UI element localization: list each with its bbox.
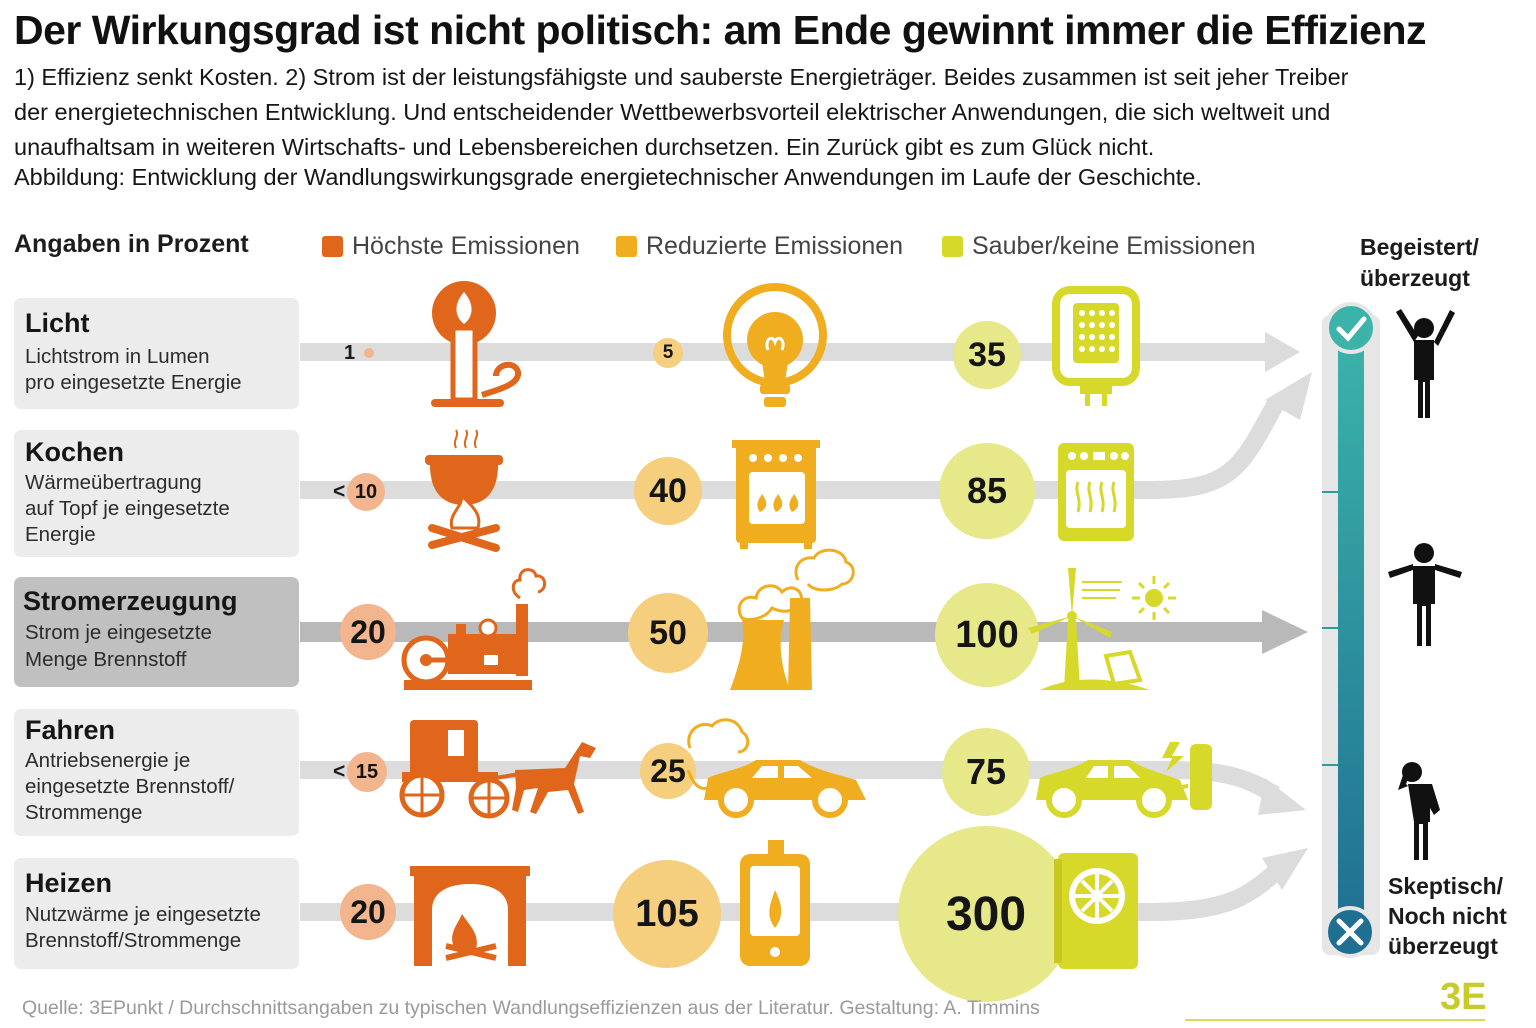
value-bubble-kochen-highest: 10 — [347, 473, 385, 511]
figure-caption: Abbildung: Entwicklung der Wandlungswirk… — [14, 164, 1202, 190]
value-bubble-licht-reduced: 5 — [653, 338, 683, 368]
row-card-fahren: Fahren Antriebsenergie je eingesetzte Br… — [14, 709, 299, 836]
intro-line: 1) Effizienz senkt Kosten. 2) Strom ist … — [14, 64, 1349, 90]
horse-carriage-icon — [399, 720, 596, 819]
value-prefix-fahren: < — [333, 760, 346, 783]
scale-bottom-line: überzeugt — [1388, 933, 1498, 959]
arrow-heads — [1258, 332, 1312, 890]
electric-oven-icon — [1058, 443, 1134, 541]
row-title: Heizen — [25, 868, 113, 898]
units-label: Angaben in Prozent — [14, 230, 249, 258]
intro-line: unaufhaltsam in weiteren Wirtschafts- un… — [14, 134, 1155, 160]
source-footer: Quelle: 3EPunkt / Durchschnittsangaben z… — [22, 997, 1040, 1019]
value-bubble-fahren-clean: 75 — [942, 728, 1030, 816]
scale-top-line: überzeugt — [1360, 265, 1470, 291]
power-plant-icon — [730, 548, 855, 690]
row-title: Stromerzeugung — [23, 586, 238, 616]
scale-top-line: Begeistert/ — [1360, 234, 1479, 260]
row-card-kochen: Kochen Wärmeübertragung auf Topf je eing… — [14, 430, 299, 557]
brand-logo: 3E — [1440, 976, 1487, 1018]
cross-icon — [1324, 906, 1376, 958]
campfire-pot-icon — [425, 429, 503, 552]
value-bubble-licht-clean: 35 — [953, 321, 1021, 389]
opinion-scale — [1322, 302, 1380, 958]
electric-car-icon — [1036, 742, 1212, 818]
legend-item-clean: Sauber/keine Emissionen — [942, 230, 1256, 262]
row-subtitle: auf Topf je eingesetzte — [25, 497, 230, 520]
light-bulb-icon — [723, 283, 827, 407]
steam-engine-icon — [401, 568, 546, 690]
scale-bottom-line: Noch nicht — [1388, 903, 1507, 929]
brand-divider — [1185, 1019, 1485, 1021]
row-card-stromerzeugung: Stromerzeugung Strom je eingesetzte Meng… — [14, 577, 299, 687]
row-title: Kochen — [25, 437, 125, 467]
person-skeptical-icon — [1398, 762, 1440, 860]
legend-label: Sauber/keine Emissionen — [972, 231, 1256, 260]
scale-bottom-line: Skeptisch/ — [1388, 873, 1504, 899]
fireplace-icon — [410, 866, 530, 966]
value-bubble-kochen-clean: 85 — [939, 443, 1035, 539]
value-prefix-kochen: < — [333, 480, 346, 503]
heat-pump-icon — [1054, 853, 1138, 969]
value-bubble-strom-clean: 100 — [935, 583, 1039, 687]
legend-label: Reduzierte Emissionen — [646, 231, 904, 260]
page-title: Der Wirkungsgrad ist nicht politisch: am… — [14, 7, 1427, 53]
value-bubble-fahren-reduced: 25 — [640, 743, 696, 799]
person-enthusiastic-icon — [1396, 309, 1455, 418]
row-subtitle: Lichtstrom in Lumen — [25, 345, 210, 368]
value-bubble-strom-reduced: 50 — [628, 593, 708, 673]
row-title: Fahren — [25, 715, 116, 745]
value-bubble-licht-highest — [364, 348, 374, 358]
value-bubble-heizen-clean: 300 — [898, 826, 1074, 1002]
intro-line: der energietechnischen Entwicklung. Und … — [14, 99, 1331, 125]
row-subtitle: Strom je eingesetzte — [25, 621, 212, 644]
arrow-heizen — [300, 861, 1287, 921]
row-subtitle: eingesetzte Brennstoff/ — [25, 775, 235, 798]
arrow-kochen — [300, 400, 1283, 499]
row-subtitle: Brennstoff/Strommenge — [25, 929, 242, 952]
value-label-licht-highest: 1 — [344, 342, 356, 364]
person-neutral-icon — [1388, 543, 1462, 646]
row-subtitle: Strommenge — [25, 801, 143, 824]
row-subtitle: Nutzwärme je eingesetzte — [25, 903, 261, 926]
row-card-heizen: Heizen Nutzwärme je eingesetzte Brennsto… — [14, 858, 299, 969]
intro-text: 1) Effizienz senkt Kosten. 2) Strom ist … — [14, 60, 1514, 165]
value-bubble-kochen-reduced: 40 — [634, 457, 702, 525]
candle-icon — [431, 281, 521, 407]
legend-item-highest: Höchste Emissionen — [322, 230, 580, 262]
combustion-car-icon — [686, 718, 866, 818]
legend-swatch — [942, 235, 963, 257]
legend-item-reduced: Reduzierte Emissionen — [616, 230, 903, 262]
wind-solar-icon — [1028, 568, 1176, 690]
legend-label: Höchste Emissionen — [352, 231, 580, 260]
gas-boiler-icon — [740, 840, 810, 966]
row-subtitle: pro eingesetzte Energie — [25, 371, 242, 394]
row-card-licht: Licht Lichtstrom in Lumen pro eingesetzt… — [14, 298, 299, 409]
row-subtitle: Menge Brennstoff — [25, 648, 187, 671]
value-bubble-heizen-highest: 20 — [340, 884, 396, 940]
row-subtitle: Energie — [25, 523, 96, 546]
scale-top-label: Begeistert/ überzeugt — [1360, 232, 1479, 294]
legend-swatch — [322, 235, 343, 257]
value-bubble-fahren-highest: 15 — [347, 752, 387, 792]
row-title: Licht — [25, 308, 90, 338]
check-icon — [1325, 302, 1377, 354]
value-bubble-strom-highest: 20 — [340, 604, 396, 660]
led-lamp-icon — [1052, 286, 1140, 406]
scale-bottom-label: Skeptisch/ Noch nicht überzeugt — [1388, 871, 1507, 961]
row-subtitle: Antriebsenergie je — [25, 749, 191, 772]
row-subtitle: Wärmeübertragung — [25, 471, 202, 494]
gas-stove-icon — [732, 440, 820, 549]
legend-swatch — [616, 235, 637, 257]
value-bubble-heizen-reduced: 105 — [613, 860, 721, 968]
